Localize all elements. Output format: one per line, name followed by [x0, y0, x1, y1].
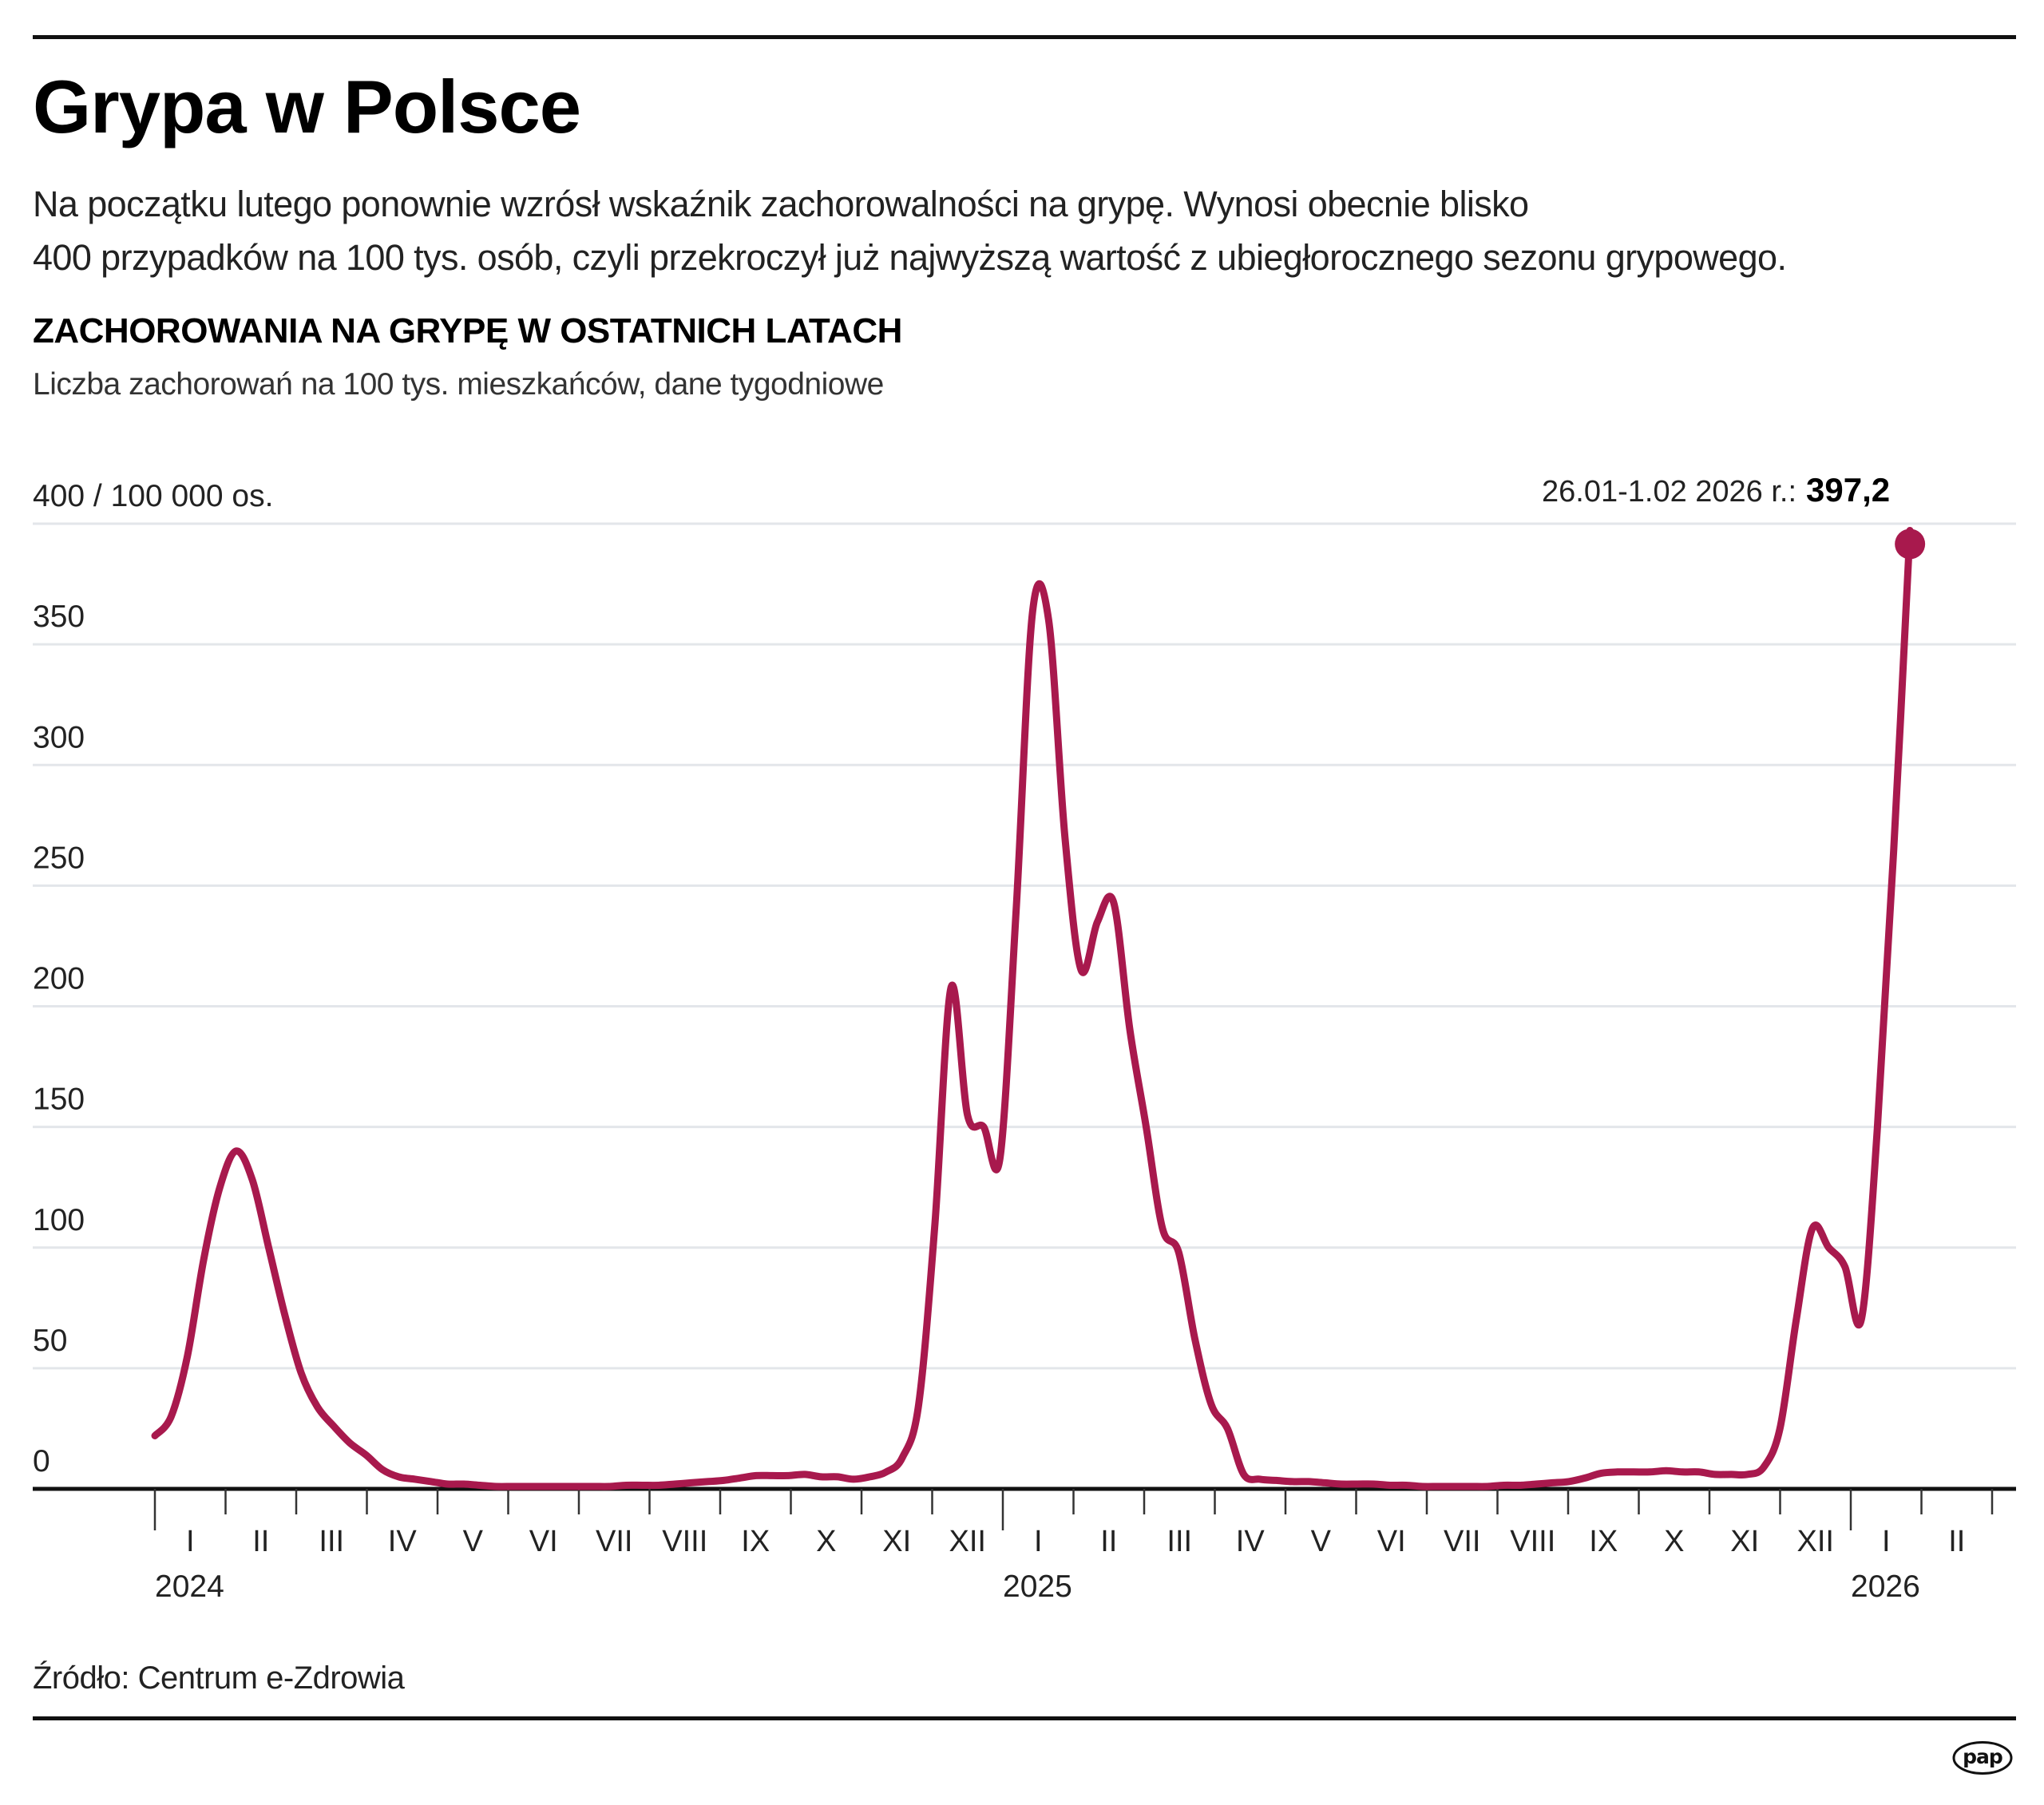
year-label: 2025 [1003, 1569, 1072, 1604]
y-tick-label: 150 [33, 1083, 85, 1117]
year-label: 2024 [155, 1569, 224, 1604]
chart-subtitle: Liczba zachorowań na 100 tys. mieszkańcó… [33, 367, 884, 402]
month-label: VI [529, 1525, 558, 1558]
month-label: V [463, 1525, 484, 1558]
pap-logo: pap [1952, 1741, 2013, 1775]
month-label: XII [1797, 1525, 1834, 1558]
month-label: IX [1589, 1525, 1618, 1558]
month-label: I [1882, 1525, 1891, 1558]
source-note: Źródło: Centrum e-Zdrowia [33, 1661, 405, 1696]
y-tick-label: 100 [33, 1203, 85, 1237]
chart-title: ZACHOROWANIA NA GRYPĘ W OSTATNICH LATACH [33, 311, 902, 350]
y-tick-label: 0 [33, 1444, 50, 1478]
lead-line-2: 400 przypadków na 100 tys. osób, czyli p… [33, 237, 1787, 278]
month-label: III [319, 1525, 344, 1558]
annotation-value: 397,2 [1806, 471, 1890, 509]
lead-text: Na początku lutego ponownie wzrósł wskaź… [33, 177, 2029, 284]
last-value-marker [1895, 528, 1926, 560]
svg-text:pap: pap [1963, 1745, 2002, 1768]
month-label: I [1034, 1525, 1043, 1558]
month-label: I [186, 1525, 195, 1558]
y-tick-label: 350 [33, 600, 85, 634]
month-label: VII [1444, 1525, 1480, 1558]
y-axis-labels: 0 50 100 150 200 250 300 350 400 / 100 000 os. [33, 479, 273, 1478]
y-tick-label: 200 [33, 962, 85, 996]
data-points [155, 530, 1910, 1486]
top-rule [33, 35, 2016, 39]
line-chart: 0 50 100 150 200 250 300 350 400 / 100 000 os. I… [33, 471, 2016, 1604]
month-label: IX [741, 1525, 770, 1558]
last-value-annotation: 26.01-1.02 2026 r.: 397,2 [1542, 471, 1890, 509]
month-label: II [1100, 1525, 1117, 1558]
month-label: II [1948, 1525, 1965, 1558]
y-tick-label: 50 [33, 1324, 67, 1358]
year-label: 2026 [1851, 1569, 1920, 1604]
annotation-label: 26.01-1.02 2026 r.: [1542, 475, 1796, 509]
month-label: XI [1730, 1525, 1759, 1558]
month-label: XII [949, 1525, 986, 1558]
month-label: X [816, 1525, 836, 1558]
month-label: XI [882, 1525, 911, 1558]
month-label: X [1664, 1525, 1684, 1558]
month-label: VII [596, 1525, 632, 1558]
month-label: III [1167, 1525, 1192, 1558]
month-label: V [1311, 1525, 1332, 1558]
x-axis: I II III IV V VI VII VIII IX X XI XII I II III IV V VI VII… [33, 1486, 2016, 1604]
month-label: IV [1236, 1525, 1266, 1558]
gridlines [33, 522, 2016, 1370]
page-title: Grypa w Polsce [33, 65, 581, 148]
series-line [151, 527, 1914, 1490]
month-label: VIII [662, 1525, 707, 1558]
y-tick-label: 250 [33, 841, 85, 875]
month-label: VIII [1510, 1525, 1555, 1558]
month-label: II [252, 1525, 269, 1558]
month-label: IV [388, 1525, 418, 1558]
y-tick-label: 400 / 100 000 os. [33, 479, 273, 513]
bottom-rule [33, 1716, 2016, 1720]
y-tick-label: 300 [33, 720, 85, 754]
lead-line-1: Na początku lutego ponownie wzrósł wskaź… [33, 184, 1529, 224]
month-label: VI [1377, 1525, 1406, 1558]
